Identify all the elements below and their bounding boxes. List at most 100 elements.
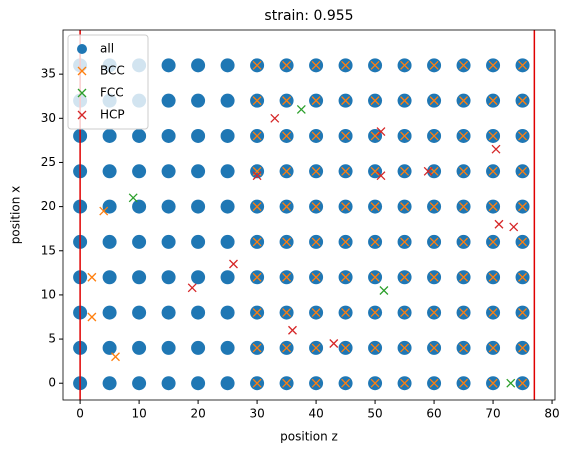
cross-point [518, 308, 528, 318]
cross-point [494, 219, 504, 229]
cross-point [459, 272, 469, 282]
cross-point [429, 131, 439, 141]
cross-point [252, 60, 262, 70]
cross-point [429, 202, 439, 212]
cross-point [400, 378, 410, 388]
point [161, 340, 176, 355]
cross-point [459, 166, 469, 176]
cross-point [252, 131, 262, 141]
x-tick-label: 40 [308, 407, 323, 421]
chart-title: strain: 0.955 [264, 8, 353, 24]
axes-frame [62, 29, 556, 401]
cross-point [252, 343, 262, 353]
cross-point [282, 202, 292, 212]
point [220, 234, 235, 249]
cross-point [341, 308, 351, 318]
cross-point [252, 202, 262, 212]
cross-point [518, 60, 528, 70]
x-tick-label: 20 [190, 407, 205, 421]
point [132, 376, 147, 391]
cross-point [400, 131, 410, 141]
point [191, 270, 206, 285]
cross-point [379, 286, 389, 295]
cross-point [311, 96, 321, 106]
cross-point [518, 237, 528, 247]
cross-point [311, 60, 321, 70]
cross-point [311, 272, 321, 282]
point [102, 376, 117, 391]
cross-point [311, 131, 321, 141]
point [220, 199, 235, 214]
cross-point [341, 202, 351, 212]
cross-point [429, 378, 439, 388]
point [102, 164, 117, 179]
legend-marker [77, 110, 87, 120]
cross-point [311, 202, 321, 212]
cross-point [429, 343, 439, 353]
cross-point [370, 60, 380, 70]
cross-point [282, 272, 292, 282]
y-tick-label: 10 [41, 287, 56, 301]
x-tick-label: 10 [131, 407, 146, 421]
point [220, 270, 235, 285]
point [161, 199, 176, 214]
x-tick-label: 0 [76, 407, 84, 421]
cross-point [509, 222, 519, 232]
point [161, 376, 176, 391]
cross-point [400, 343, 410, 353]
cross-point [488, 308, 498, 318]
point [132, 270, 147, 285]
cross-point [341, 378, 351, 388]
cross-point [518, 166, 528, 176]
point [102, 305, 117, 320]
point [161, 164, 176, 179]
cross-point [370, 202, 380, 212]
point [220, 305, 235, 320]
cross-point [187, 283, 197, 293]
cross-point [296, 105, 306, 114]
point [132, 199, 147, 214]
point [220, 376, 235, 391]
cross-point [282, 96, 292, 106]
cross-point [370, 237, 380, 247]
y-tick-label: 35 [41, 67, 56, 81]
point [102, 270, 117, 285]
legend-marker [77, 44, 87, 54]
point [191, 93, 206, 108]
point [191, 305, 206, 320]
point [102, 199, 117, 214]
cross-point [128, 193, 138, 203]
point [191, 234, 206, 249]
cross-point [518, 343, 528, 353]
point [191, 164, 206, 179]
legend-marker [77, 66, 87, 76]
cross-point [429, 96, 439, 106]
legend-box [67, 34, 149, 130]
legend-label: HCP [100, 108, 125, 122]
cross-point [370, 96, 380, 106]
cross-point [370, 131, 380, 141]
point [102, 340, 117, 355]
cross-point [518, 202, 528, 212]
x-tick-label: 30 [249, 407, 264, 421]
cross-point [488, 237, 498, 247]
cross-point [341, 131, 351, 141]
point [161, 270, 176, 285]
legend-label: BCC [100, 64, 125, 78]
cross-point [99, 206, 109, 216]
cross-point [282, 60, 292, 70]
point [102, 234, 117, 249]
plot-area [73, 58, 530, 391]
legend-label: all [100, 42, 114, 56]
cross-point [459, 237, 469, 247]
cross-point [400, 60, 410, 70]
cross-point [252, 272, 262, 282]
point [220, 58, 235, 73]
cross-point [400, 272, 410, 282]
cross-point [329, 339, 339, 348]
point [220, 93, 235, 108]
cross-point [488, 343, 498, 353]
cross-point [400, 308, 410, 318]
